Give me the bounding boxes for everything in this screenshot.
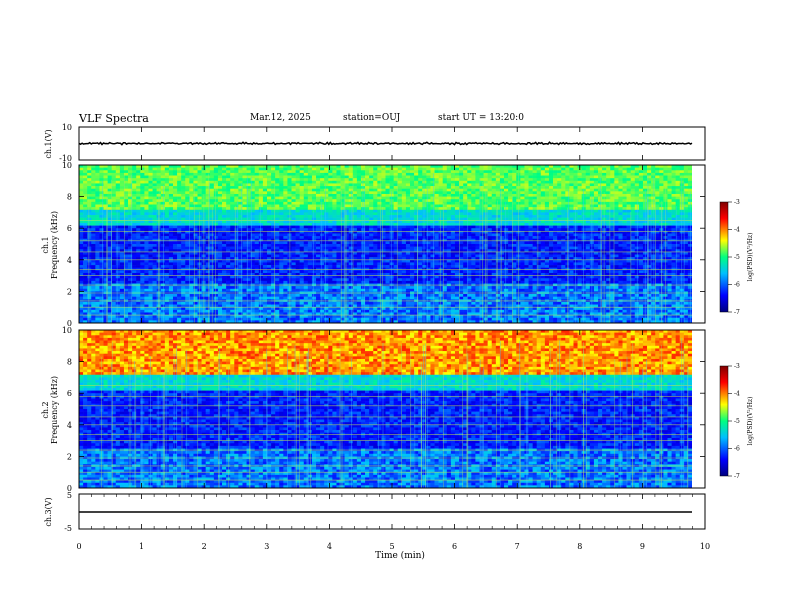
colorbar-tick-label: -4 [734, 391, 740, 398]
date-label: Mar.12, 2025 [250, 113, 311, 123]
ch2-colorbar [719, 365, 729, 477]
ch1-ylabel: ch.1(V) [44, 129, 53, 158]
x-tick-label: 0 [76, 542, 81, 551]
ch2-ylabel-freq: Frequency (kHz) [50, 376, 59, 444]
ch1-spectrogram-image [79, 165, 705, 324]
ch3-ylabel: ch.3(V) [44, 497, 53, 526]
ch2-spectrogram-image [79, 330, 705, 489]
ch1-ytick-top: 10 [62, 123, 72, 132]
ch3-ytick-bottom: -5 [64, 524, 72, 533]
colorbar-tick-label: -6 [734, 282, 740, 289]
spec-ytick-label: 10 [62, 326, 72, 335]
spec-ytick-label: 8 [67, 358, 72, 367]
colorbar-tick-label: -4 [734, 227, 740, 234]
station-label: station=OUJ [343, 113, 401, 123]
x-axis-label: Time (min) [375, 550, 425, 561]
spec-ytick-label: 2 [67, 452, 72, 461]
colorbar-tick-label: -5 [734, 418, 740, 425]
x-tick-label: 4 [327, 542, 332, 551]
spec-ytick-label: 0 [67, 484, 72, 493]
colorbar-tick-label: -5 [734, 254, 740, 261]
colorbar-tick-label: -7 [734, 309, 740, 316]
colorbar-tick-label: -6 [734, 446, 740, 453]
x-tick-label: 2 [202, 542, 207, 551]
x-tick-label: 1 [139, 542, 144, 551]
chart-title: VLF Spectra [79, 112, 149, 125]
x-tick-label: 3 [264, 542, 269, 551]
x-tick-label: 6 [452, 542, 457, 551]
x-tick-label: 7 [515, 542, 520, 551]
x-tick-label: 8 [577, 542, 582, 551]
spec-ytick-label: 4 [67, 421, 72, 430]
spec-ytick-label: 4 [67, 256, 72, 265]
spec-ytick-label: 6 [67, 389, 72, 398]
ch2-colorbar-label: log(PSD)(V²/Hz) [747, 397, 754, 446]
ch1-ylabel-top: ch.1 [41, 236, 50, 253]
start-time-label: start UT = 13:20:0 [438, 113, 524, 123]
x-tick-label: 10 [700, 542, 710, 551]
spec-ytick-label: 10 [62, 161, 72, 170]
x-tick-label: 5 [389, 542, 394, 551]
spec-ytick-label: 6 [67, 224, 72, 233]
ch1-colorbar-label: log(PSD)(V²/Hz) [747, 233, 754, 282]
colorbar-tick-label: -7 [734, 473, 740, 480]
ch2-ylabel-top: ch.2 [41, 401, 50, 418]
spec-ytick-label: 8 [67, 193, 72, 202]
ch1-waveform-trace [78, 141, 693, 146]
x-axis: 0 1 2 3 4 5 6 7 8 9 10 [76, 127, 710, 551]
colorbar-tick-label: -3 [734, 199, 740, 206]
spec-ytick-label: 2 [67, 287, 72, 296]
colorbar-tick-label: -3 [734, 363, 740, 370]
ch1-ylabel-freq: Frequency (kHz) [50, 211, 59, 279]
ch1-colorbar [719, 201, 729, 313]
ch3-ytick-top: 5 [67, 491, 72, 500]
ch3-waveform-panel: 5 -5 ch.3(V) [44, 491, 706, 533]
ch1-ytick-bottom: -10 [59, 154, 72, 163]
spec-ytick-label: 0 [67, 319, 72, 328]
x-tick-label: 9 [640, 542, 645, 551]
ch1-waveform-panel: 10 -10 ch.1(V) [44, 123, 706, 163]
